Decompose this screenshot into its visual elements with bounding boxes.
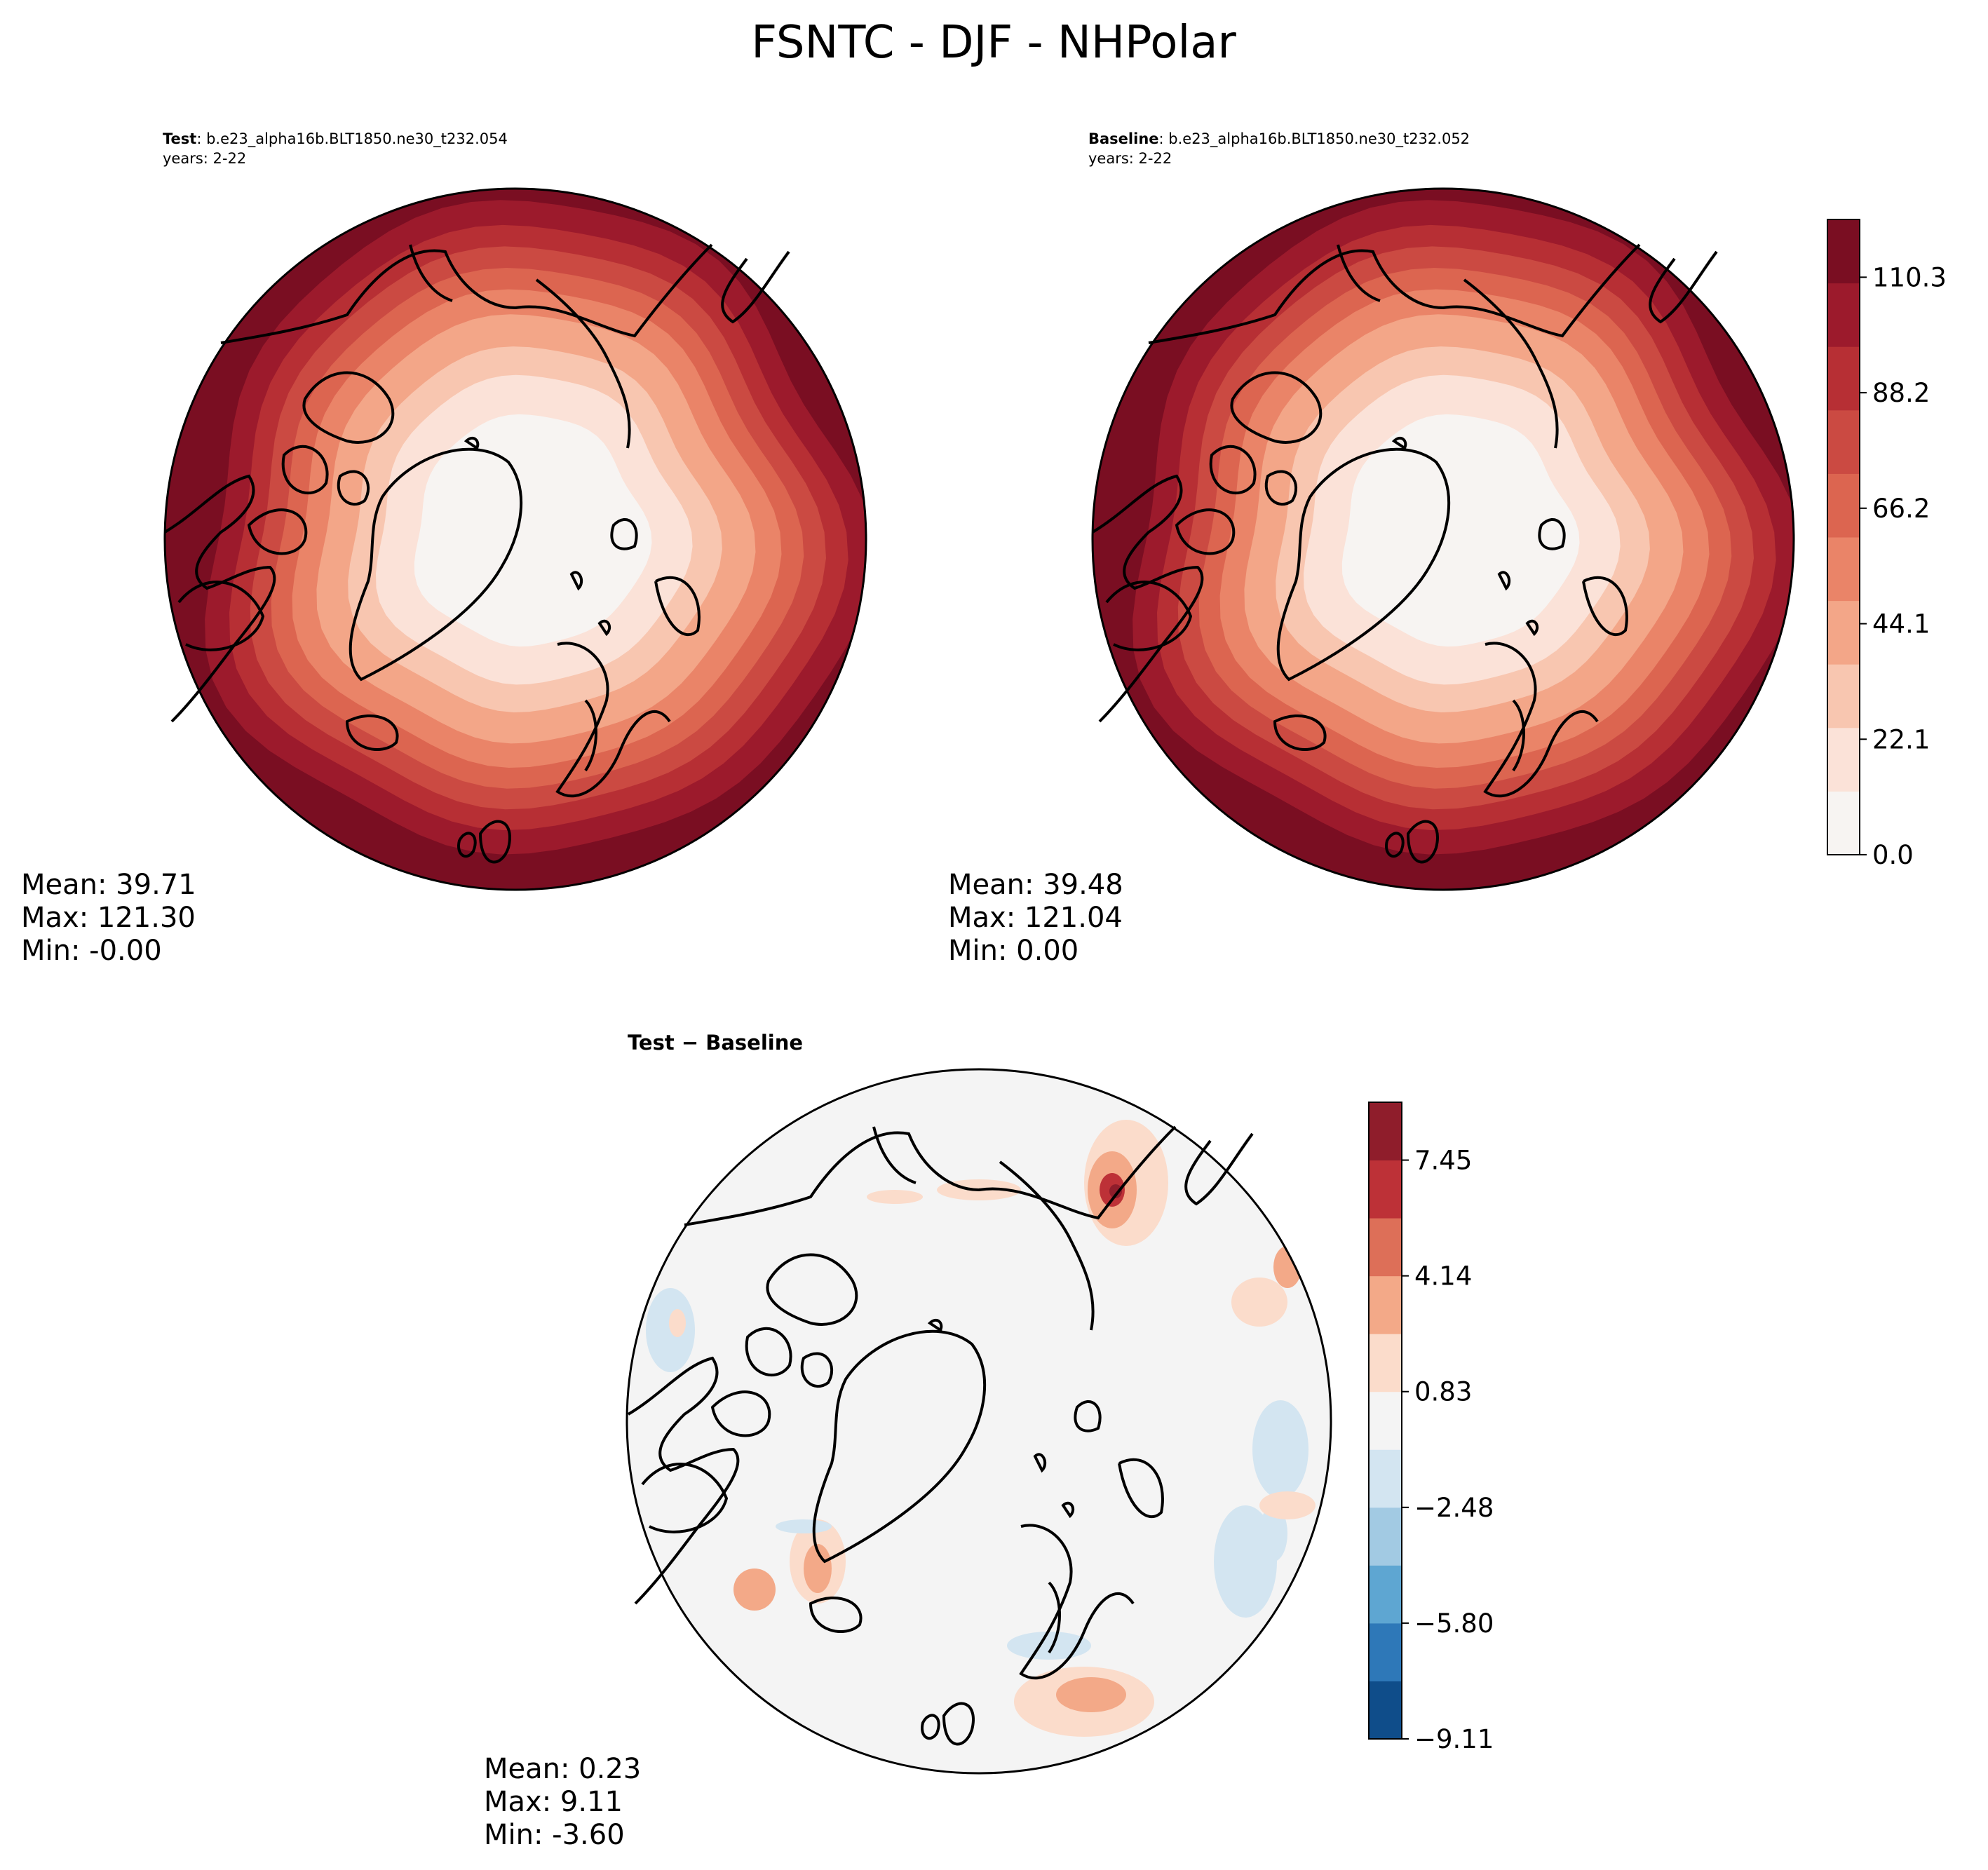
diff-colorbar-label-0: −9.11 bbox=[1414, 1724, 1494, 1754]
diff-header: Test − Baseline bbox=[628, 1031, 803, 1055]
diff-blob-16 bbox=[1007, 1632, 1091, 1660]
main-colorbar-swatch-6 bbox=[1827, 409, 1860, 474]
main-colorbar-frame bbox=[1827, 219, 1860, 855]
main-colorbar-swatch-8 bbox=[1827, 283, 1860, 347]
diff-colorbar-label-1: −5.80 bbox=[1414, 1608, 1494, 1639]
diff-blob-3 bbox=[1109, 1184, 1122, 1198]
diff-blob-11 bbox=[776, 1519, 832, 1533]
diff-blob-15 bbox=[1259, 1505, 1287, 1561]
diff-blob-17 bbox=[1231, 1278, 1287, 1327]
baseline-stat-mean: Mean: 39.48 bbox=[948, 869, 1123, 901]
test-header-bold: Test bbox=[163, 130, 196, 147]
diff-colorbar-swatch-10 bbox=[1369, 1102, 1402, 1161]
diff-stat-min: Min: -3.60 bbox=[484, 1819, 625, 1851]
diff-colorbar-swatch-8 bbox=[1369, 1218, 1402, 1277]
test-panel: Test: b.e23_alpha16b.BLT1850.ne30_t232.0… bbox=[21, 130, 867, 967]
diff-colorbar-swatch-9 bbox=[1369, 1160, 1402, 1219]
main-colorbar-swatch-2 bbox=[1827, 664, 1860, 729]
diff-colorbar-label-3: 0.83 bbox=[1414, 1377, 1472, 1407]
main-colorbar-label-1: 22.1 bbox=[1872, 724, 1930, 754]
diff-colorbar-swatch-6 bbox=[1369, 1334, 1402, 1393]
test-header-case: : b.e23_alpha16b.BLT1850.ne30_t232.054 bbox=[196, 130, 508, 148]
main-colorbar-swatch-5 bbox=[1827, 473, 1860, 538]
diff-panel: Test − Baseline Mean: 0.23 Max: 9.11 Min… bbox=[484, 1031, 1332, 1851]
page-title: FSNTC - DJF - NHPolar bbox=[751, 17, 1236, 69]
test-map-border bbox=[163, 187, 867, 891]
baseline-stat-max: Max: 121.04 bbox=[948, 902, 1123, 934]
main-colorbar-label-4: 88.2 bbox=[1872, 378, 1930, 408]
diff-colorbar-frame bbox=[1368, 1102, 1402, 1740]
diff-blob-10 bbox=[733, 1569, 776, 1611]
diff-blob-13 bbox=[1056, 1677, 1126, 1712]
diff-colorbar-swatch-1 bbox=[1369, 1622, 1402, 1681]
main-colorbar-label-3: 66.2 bbox=[1872, 494, 1930, 524]
diff-colorbar-label-5: 7.45 bbox=[1414, 1146, 1472, 1176]
main-colorbar-swatch-4 bbox=[1827, 537, 1860, 602]
baseline-stat-min: Min: 0.00 bbox=[948, 935, 1078, 967]
diff-colorbar-swatch-5 bbox=[1369, 1391, 1402, 1450]
diff-colorbar: −9.11 −5.80 −2.48 0.83 4.14 7.45 bbox=[1368, 1102, 1494, 1754]
baseline-header-case: : b.e23_alpha16b.BLT1850.ne30_t232.052 bbox=[1159, 130, 1470, 148]
main-colorbar-swatch-1 bbox=[1827, 727, 1860, 792]
main-colorbar-label-5: 110.3 bbox=[1872, 262, 1947, 292]
test-stat-mean: Mean: 39.71 bbox=[21, 869, 196, 901]
baseline-years: years: 2-22 bbox=[1088, 150, 1172, 167]
test-stat-max: Max: 121.30 bbox=[21, 902, 196, 934]
test-years: years: 2-22 bbox=[163, 150, 246, 167]
baseline-header: Baseline: b.e23_alpha16b.BLT1850.ne30_t2… bbox=[1088, 130, 1470, 148]
test-contour-band-0 bbox=[414, 414, 652, 647]
diff-stat-max: Max: 9.11 bbox=[484, 1786, 623, 1818]
main-colorbar-swatch-7 bbox=[1827, 346, 1860, 411]
baseline-map-border bbox=[1091, 187, 1795, 891]
diff-blob-7 bbox=[669, 1309, 686, 1337]
diff-colorbar-swatch-7 bbox=[1369, 1275, 1402, 1334]
diff-blob-5 bbox=[867, 1190, 923, 1204]
diff-colorbar-label-4: 4.14 bbox=[1414, 1261, 1472, 1292]
diff-colorbar-swatch-2 bbox=[1369, 1565, 1402, 1624]
baseline-panel: Baseline: b.e23_alpha16b.BLT1850.ne30_t2… bbox=[948, 130, 1795, 967]
diff-blob-9 bbox=[804, 1544, 832, 1593]
diff-blob-20 bbox=[1259, 1491, 1316, 1519]
main-colorbar-label-0: 0.0 bbox=[1872, 840, 1914, 870]
diff-colorbar-label-2: −2.48 bbox=[1414, 1493, 1494, 1523]
test-stat-min: Min: -0.00 bbox=[21, 935, 162, 967]
diff-blob-19 bbox=[1252, 1400, 1309, 1498]
diff-colorbar-swatch-3 bbox=[1369, 1507, 1402, 1566]
diff-map-border bbox=[626, 1068, 1332, 1775]
main-colorbar-swatch-9 bbox=[1827, 219, 1860, 284]
main-colorbar-swatch-0 bbox=[1827, 791, 1860, 855]
diff-stat-mean: Mean: 0.23 bbox=[484, 1753, 641, 1785]
diff-colorbar-swatch-0 bbox=[1369, 1681, 1402, 1740]
baseline-header-bold: Baseline bbox=[1088, 130, 1159, 147]
test-header: Test: b.e23_alpha16b.BLT1850.ne30_t232.0… bbox=[163, 130, 508, 148]
main-colorbar: 0.0 22.1 44.1 66.2 88.2 110.3 bbox=[1827, 219, 1947, 870]
baseline-contour-band-0 bbox=[1341, 414, 1580, 647]
main-colorbar-swatch-3 bbox=[1827, 600, 1860, 665]
main-colorbar-label-2: 44.1 bbox=[1872, 609, 1930, 639]
diff-colorbar-swatch-4 bbox=[1369, 1449, 1402, 1508]
